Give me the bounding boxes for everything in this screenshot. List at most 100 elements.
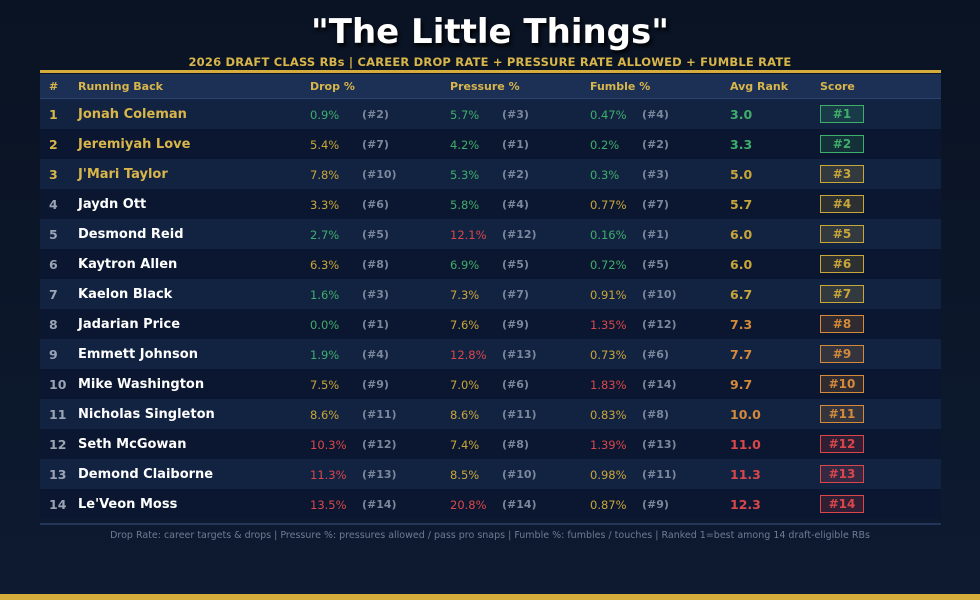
row-fumble-rank: (#7) bbox=[642, 198, 669, 211]
row-drop-value: 6.3% bbox=[310, 258, 340, 272]
row-fumble-value: 0.16% bbox=[590, 228, 627, 242]
row-rank: 8 bbox=[49, 317, 58, 332]
row-fumble-value: 1.83% bbox=[590, 378, 627, 392]
header-running-back: Running Back bbox=[78, 80, 163, 93]
table-row: 2 Jeremiyah Love 5.4% (#7) 4.2% (#1) 0.2% (#2) 3… bbox=[40, 129, 941, 159]
row-pressure-rank: (#12) bbox=[502, 228, 537, 241]
row-pressure-value: 7.0% bbox=[450, 378, 480, 392]
row-pressure-rank: (#3) bbox=[502, 108, 529, 121]
row-avg-rank: 6.0 bbox=[730, 227, 753, 242]
row-fumble-rank: (#10) bbox=[642, 288, 677, 301]
row-score-badge: #9 bbox=[820, 345, 864, 363]
row-rank: 3 bbox=[49, 167, 58, 182]
header-pressure: Pressure % bbox=[450, 80, 520, 93]
row-fumble-rank: (#9) bbox=[642, 498, 669, 511]
row-drop-rank: (#14) bbox=[362, 498, 397, 511]
row-player-name: Emmett Johnson bbox=[78, 347, 198, 362]
row-drop-rank: (#8) bbox=[362, 258, 389, 271]
row-rank: 7 bbox=[49, 287, 58, 302]
row-drop-value: 13.5% bbox=[310, 498, 347, 512]
row-score-badge: #14 bbox=[820, 495, 864, 513]
row-drop-rank: (#4) bbox=[362, 348, 389, 361]
row-score-badge: #10 bbox=[820, 375, 864, 393]
table-row: 6 Kaytron Allen 6.3% (#8) 6.9% (#5) 0.72% (#5) 6… bbox=[40, 249, 941, 279]
table-header: # Running Back Drop % Pressure % Fumble … bbox=[40, 74, 941, 99]
row-avg-rank: 12.3 bbox=[730, 497, 761, 512]
row-pressure-rank: (#1) bbox=[502, 138, 529, 151]
row-drop-rank: (#3) bbox=[362, 288, 389, 301]
row-avg-rank: 11.3 bbox=[730, 467, 761, 482]
table-row: 5 Desmond Reid 2.7% (#5) 12.1% (#12) 0.16% (#1)… bbox=[40, 219, 941, 249]
row-pressure-rank: (#5) bbox=[502, 258, 529, 271]
row-pressure-value: 7.6% bbox=[450, 318, 480, 332]
row-drop-value: 1.9% bbox=[310, 348, 340, 362]
row-fumble-rank: (#2) bbox=[642, 138, 669, 151]
footnote: Drop Rate: career targets & drops | Pres… bbox=[110, 530, 870, 541]
row-player-name: Demond Claiborne bbox=[78, 467, 214, 482]
row-drop-value: 2.7% bbox=[310, 228, 340, 242]
row-rank: 14 bbox=[49, 497, 67, 512]
row-player-name: J'Mari Taylor bbox=[78, 167, 168, 182]
row-pressure-rank: (#6) bbox=[502, 378, 529, 391]
header-fumble: Fumble % bbox=[590, 80, 651, 93]
row-avg-rank: 11.0 bbox=[730, 437, 761, 452]
row-fumble-value: 0.3% bbox=[590, 168, 620, 182]
row-drop-rank: (#12) bbox=[362, 438, 397, 451]
row-avg-rank: 7.3 bbox=[730, 317, 753, 332]
row-fumble-value: 1.35% bbox=[590, 318, 627, 332]
row-pressure-value: 12.1% bbox=[450, 228, 487, 242]
row-score-badge: #3 bbox=[820, 165, 864, 183]
table-row: 3 J'Mari Taylor 7.8% (#10) 5.3% (#2) 0.3% (#3) 5… bbox=[40, 159, 941, 189]
row-score-badge: #1 bbox=[820, 105, 864, 123]
table-row: 8 Jadarian Price 0.0% (#1) 7.6% (#9) 1.35% (#12… bbox=[40, 309, 941, 339]
row-rank: 4 bbox=[49, 197, 58, 212]
row-drop-value: 3.3% bbox=[310, 198, 340, 212]
row-score-badge: #8 bbox=[820, 315, 864, 333]
row-pressure-rank: (#11) bbox=[502, 408, 537, 421]
table-row: 12 Seth McGowan 10.3% (#12) 7.4% (#8) 1.39% (#1… bbox=[40, 429, 941, 459]
row-pressure-value: 7.3% bbox=[450, 288, 480, 302]
row-player-name: Desmond Reid bbox=[78, 227, 184, 242]
row-score-badge: #6 bbox=[820, 255, 864, 273]
row-fumble-value: 0.73% bbox=[590, 348, 627, 362]
table-row: 14 Le'Veon Moss 13.5% (#14) 20.8% (#14) 0.87% (… bbox=[40, 489, 941, 519]
row-avg-rank: 10.0 bbox=[730, 407, 761, 422]
row-drop-value: 11.3% bbox=[310, 468, 347, 482]
header-rank: # bbox=[49, 80, 59, 93]
table-row: 10 Mike Washington 7.5% (#9) 7.0% (#6) 1.83% (#… bbox=[40, 369, 941, 399]
title-divider bbox=[40, 70, 941, 73]
row-avg-rank: 6.7 bbox=[730, 287, 753, 302]
row-pressure-rank: (#14) bbox=[502, 498, 537, 511]
row-drop-value: 1.6% bbox=[310, 288, 340, 302]
row-drop-rank: (#10) bbox=[362, 168, 397, 181]
row-pressure-value: 4.2% bbox=[450, 138, 480, 152]
row-drop-value: 0.0% bbox=[310, 318, 340, 332]
row-score-badge: #7 bbox=[820, 285, 864, 303]
row-pressure-rank: (#7) bbox=[502, 288, 529, 301]
row-avg-rank: 5.7 bbox=[730, 197, 753, 212]
row-player-name: Mike Washington bbox=[78, 377, 205, 392]
row-rank: 12 bbox=[49, 437, 67, 452]
table-row: 11 Nicholas Singleton 8.6% (#11) 8.6% (#11) 0.… bbox=[40, 399, 941, 429]
row-drop-value: 0.9% bbox=[310, 108, 340, 122]
row-drop-rank: (#2) bbox=[362, 108, 389, 121]
row-player-name: Le'Veon Moss bbox=[78, 497, 178, 512]
row-player-name: Jaydn Ott bbox=[78, 197, 147, 212]
row-fumble-rank: (#1) bbox=[642, 228, 669, 241]
row-avg-rank: 6.0 bbox=[730, 257, 753, 272]
row-avg-rank: 7.7 bbox=[730, 347, 753, 362]
row-fumble-value: 0.87% bbox=[590, 498, 627, 512]
row-fumble-value: 0.98% bbox=[590, 468, 627, 482]
row-player-name: Jeremiyah Love bbox=[78, 137, 191, 152]
row-pressure-rank: (#9) bbox=[502, 318, 529, 331]
header-drop: Drop % bbox=[310, 80, 355, 93]
row-pressure-value: 5.8% bbox=[450, 198, 480, 212]
row-pressure-value: 6.9% bbox=[450, 258, 480, 272]
row-avg-rank: 3.3 bbox=[730, 137, 753, 152]
row-fumble-value: 1.39% bbox=[590, 438, 627, 452]
row-score-badge: #12 bbox=[820, 435, 864, 453]
row-score-badge: #2 bbox=[820, 135, 864, 153]
row-drop-rank: (#13) bbox=[362, 468, 397, 481]
row-fumble-value: 0.47% bbox=[590, 108, 627, 122]
header-score: Score bbox=[820, 80, 855, 93]
